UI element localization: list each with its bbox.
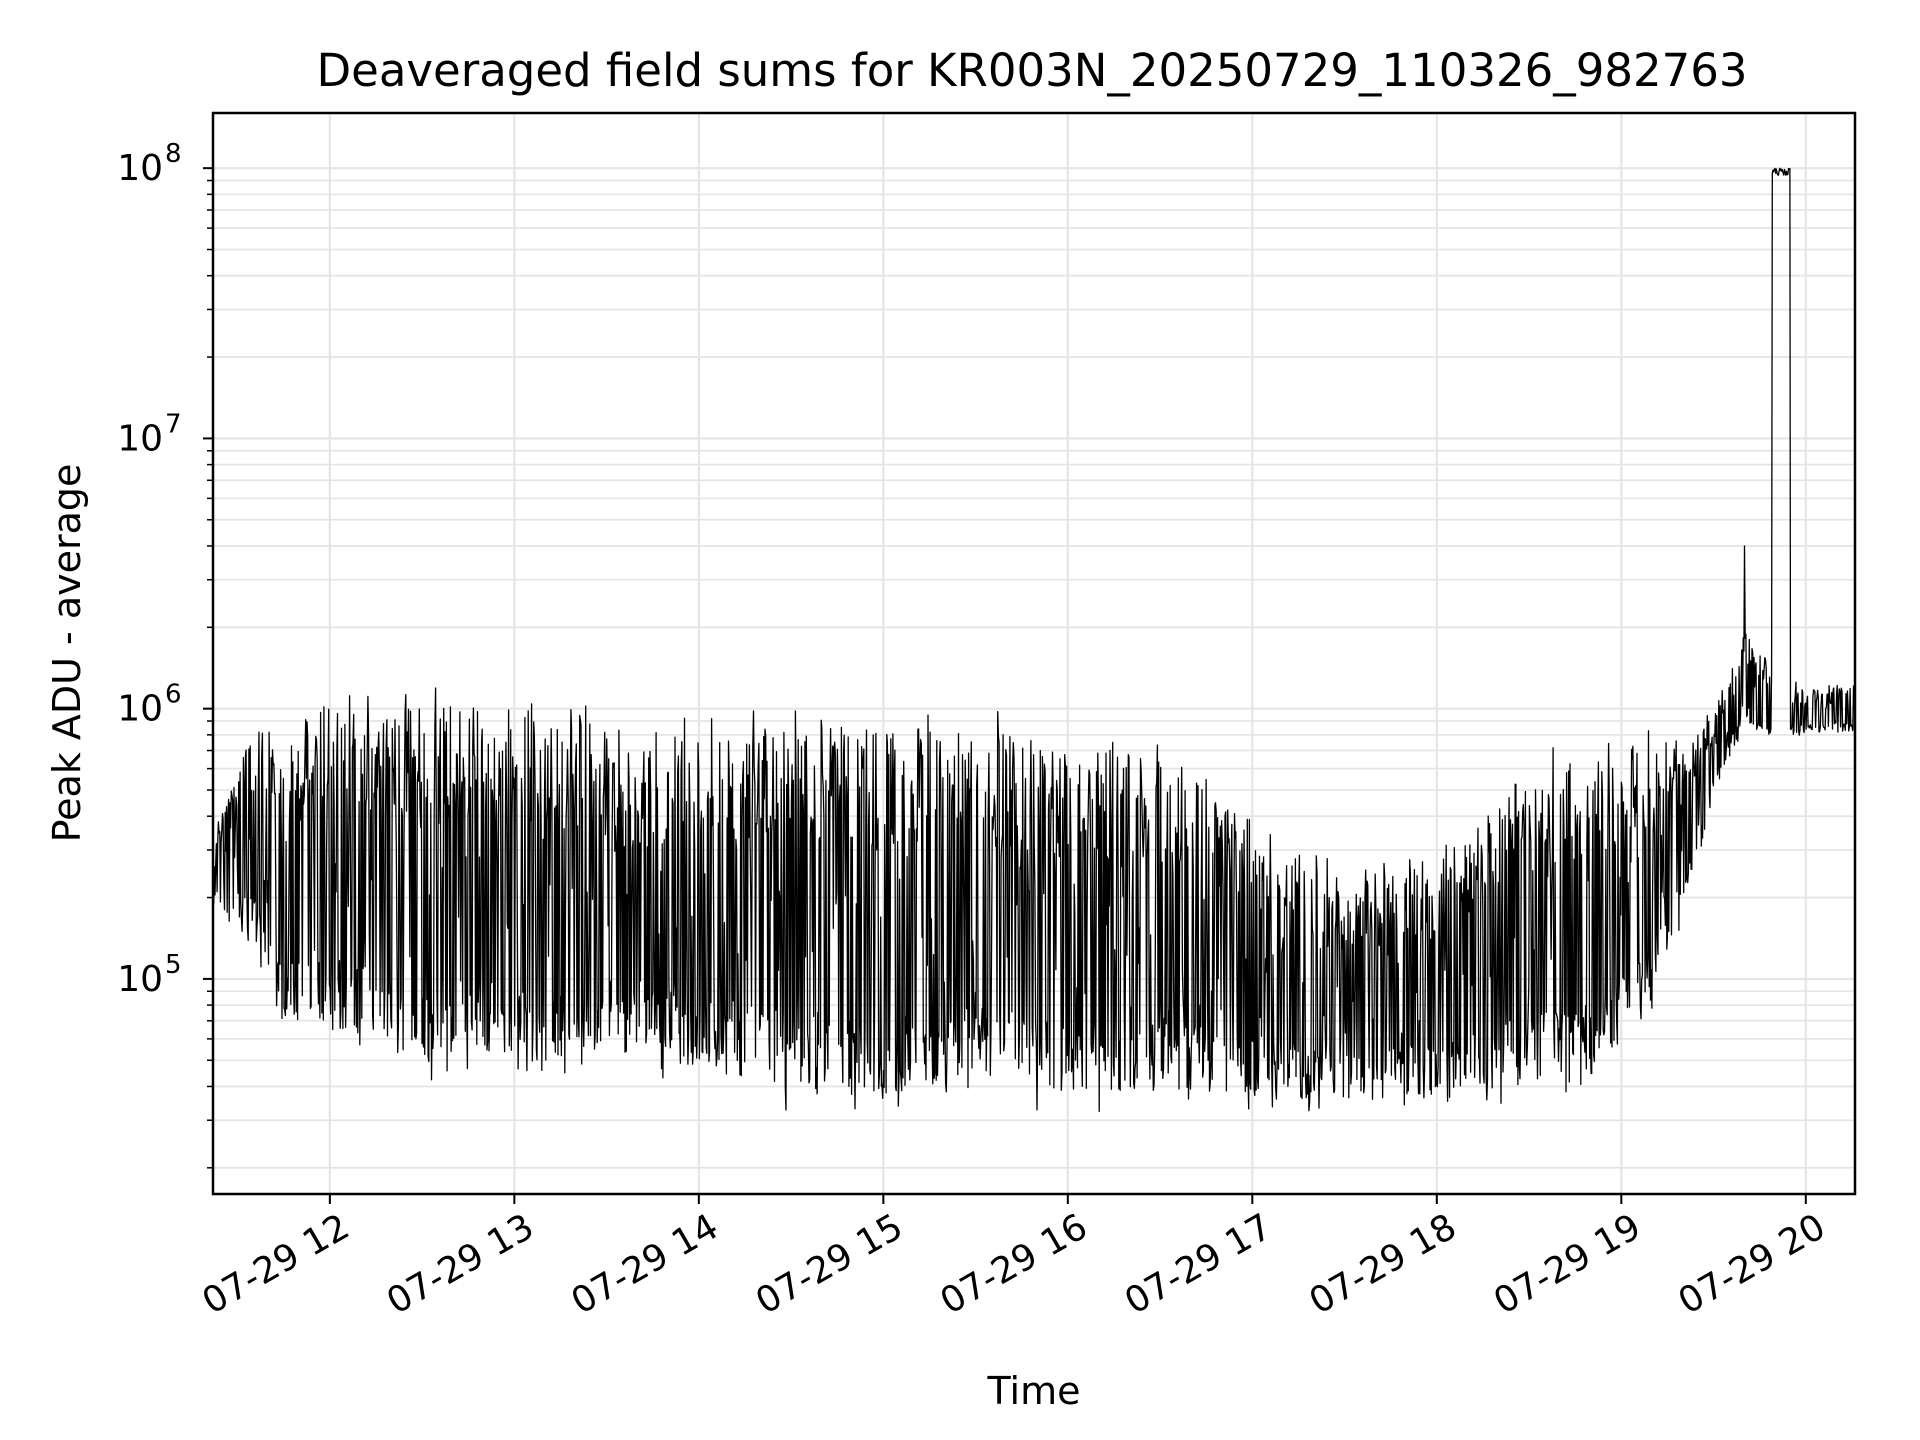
x-tick-label: 07-29 15	[749, 1206, 910, 1322]
plot-frame	[211, 111, 1857, 1196]
x-tick-label: 07-29 12	[196, 1206, 357, 1322]
y-tick-exponent: 5	[165, 950, 182, 980]
chart-title: Deaveraged field sums for KR003N_2025072…	[317, 44, 1748, 97]
y-tick-label: 10	[117, 689, 163, 730]
y-tick-exponent: 6	[165, 680, 182, 710]
y-axis-label: Peak ADU - average	[45, 464, 89, 843]
x-tick-label: 07-29 16	[934, 1206, 1095, 1322]
x-tick-label: 07-29 20	[1672, 1206, 1833, 1322]
x-tick-label: 07-29 19	[1487, 1206, 1648, 1322]
y-tick-label: 10	[117, 418, 163, 459]
x-axis-label: Time	[987, 1369, 1081, 1413]
grid-lines	[213, 113, 1855, 1194]
series-trace	[212, 167, 1856, 1113]
x-tick-label: 07-29 17	[1118, 1206, 1279, 1322]
x-tick-label: 07-29 14	[565, 1206, 726, 1322]
x-tick-label: 07-29 13	[380, 1206, 541, 1322]
y-tick-label: 10	[117, 148, 163, 189]
axis-ticks: 07-29 12 07-29 13 07-29 14 07-29 15 07-29 16…	[117, 139, 1832, 1323]
x-tick-label: 07-29 18	[1303, 1206, 1464, 1322]
series-line	[212, 167, 1856, 1113]
y-tick-exponent: 8	[165, 139, 182, 169]
y-tick-exponent: 7	[165, 409, 182, 439]
y-tick-label: 10	[117, 959, 163, 1000]
